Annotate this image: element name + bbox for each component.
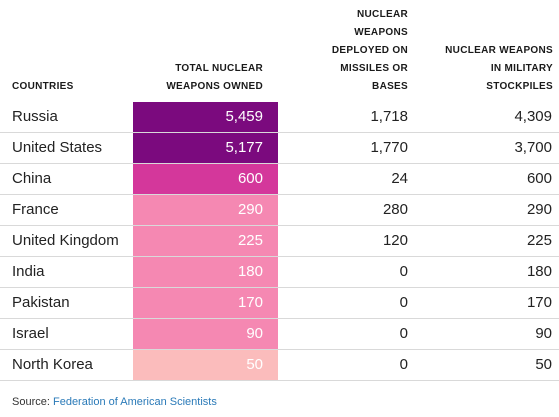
cell-country: France bbox=[12, 201, 59, 218]
row-divider bbox=[0, 225, 559, 226]
cell-stockpile-weapons: 90 bbox=[535, 325, 552, 342]
row-divider bbox=[0, 194, 559, 195]
cell-stockpile-weapons: 180 bbox=[526, 263, 552, 280]
cell-stockpile-weapons: 50 bbox=[535, 356, 552, 373]
row-divider bbox=[0, 132, 559, 133]
cell-country: United Kingdom bbox=[12, 232, 119, 249]
cell-stockpile-weapons: 600 bbox=[526, 170, 552, 187]
table-row: 225 United Kingdom 120 225 bbox=[0, 226, 559, 257]
header-stockpile-weapons: NUCLEAR WEAPONS IN MILITARY STOCKPILES bbox=[445, 45, 553, 92]
source-label: Source: bbox=[12, 396, 50, 408]
cell-total-weapons: 600 bbox=[133, 164, 278, 194]
cell-deployed-weapons: 0 bbox=[399, 294, 408, 311]
table-row: 50 North Korea 0 50 bbox=[0, 350, 559, 381]
header-countries: COUNTRIES bbox=[12, 81, 74, 92]
cell-deployed-weapons: 24 bbox=[391, 170, 408, 187]
row-divider bbox=[0, 380, 559, 381]
cell-country: Pakistan bbox=[12, 294, 70, 311]
cell-total-weapons: 50 bbox=[133, 350, 278, 380]
cell-stockpile-weapons: 225 bbox=[526, 232, 552, 249]
cell-stockpile-weapons: 3,700 bbox=[514, 139, 552, 156]
cell-total-weapons: 5,177 bbox=[133, 133, 278, 163]
table-row: 90 Israel 0 90 bbox=[0, 319, 559, 350]
row-divider bbox=[0, 256, 559, 257]
source-link[interactable]: Federation of American Scientists bbox=[52, 396, 217, 408]
cell-deployed-weapons: 0 bbox=[399, 263, 408, 280]
cell-country: North Korea bbox=[12, 356, 93, 373]
table-row: 5,177 United States 1,770 3,700 bbox=[0, 133, 559, 164]
cell-country: Israel bbox=[12, 325, 49, 342]
table-row: 5,459 Russia 1,718 4,309 bbox=[0, 102, 559, 133]
cell-deployed-weapons: 0 bbox=[399, 325, 408, 342]
row-divider bbox=[0, 349, 559, 350]
cell-deployed-weapons: 1,770 bbox=[370, 139, 408, 156]
cell-total-weapons: 225 bbox=[133, 226, 278, 256]
row-divider bbox=[0, 318, 559, 319]
cell-deployed-weapons: 120 bbox=[382, 232, 408, 249]
cell-stockpile-weapons: 170 bbox=[526, 294, 552, 311]
cell-total-weapons: 5,459 bbox=[133, 102, 278, 132]
cell-country: United States bbox=[12, 139, 103, 156]
cell-country: India bbox=[12, 263, 45, 280]
cell-country: China bbox=[12, 170, 52, 187]
cell-stockpile-weapons: 4,309 bbox=[514, 108, 552, 125]
table-row: 180 India 0 180 bbox=[0, 257, 559, 288]
cell-deployed-weapons: 1,718 bbox=[370, 108, 408, 125]
row-divider bbox=[0, 163, 559, 164]
table-row: 600 China 24 600 bbox=[0, 164, 559, 195]
cell-total-weapons: 90 bbox=[133, 319, 278, 349]
source-note: Source: Federation of American Scientist… bbox=[12, 396, 217, 408]
row-divider bbox=[0, 287, 559, 288]
header-total-weapons: TOTAL NUCLEAR WEAPONS OWNED bbox=[166, 63, 263, 92]
cell-total-weapons: 170 bbox=[133, 288, 278, 318]
cell-country: Russia bbox=[12, 108, 58, 125]
cell-deployed-weapons: 280 bbox=[382, 201, 408, 218]
cell-total-weapons: 290 bbox=[133, 195, 278, 225]
cell-total-weapons: 180 bbox=[133, 257, 278, 287]
cell-deployed-weapons: 0 bbox=[399, 356, 408, 373]
table-row: 290 France 280 290 bbox=[0, 195, 559, 226]
table-row: 170 Pakistan 0 170 bbox=[0, 288, 559, 319]
cell-stockpile-weapons: 290 bbox=[526, 201, 552, 218]
header-deployed-weapons: NUCLEAR WEAPONS DEPLOYED ON MISSILES OR … bbox=[331, 9, 408, 92]
